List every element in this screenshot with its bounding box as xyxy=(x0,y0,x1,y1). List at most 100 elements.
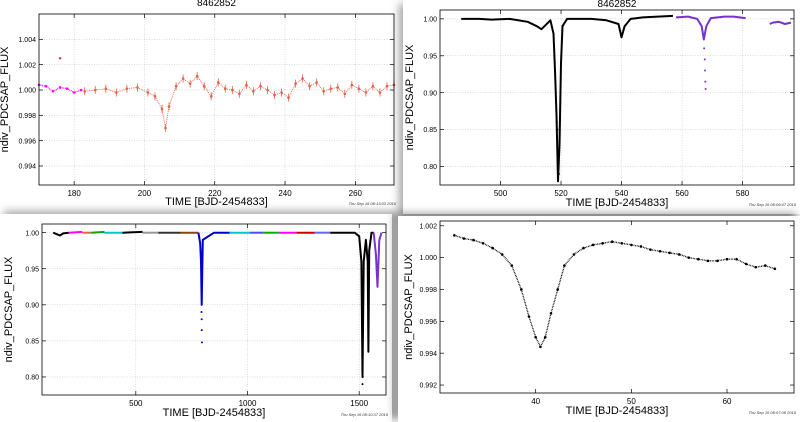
axis-ticks: 180 200 220 240 260 0.994 0.996 0.998 1.000 1.002… xyxy=(18,14,394,198)
data-point xyxy=(315,81,318,84)
data-point xyxy=(200,329,203,332)
y-tick-label: 0.80 xyxy=(423,164,437,171)
timestamp-label: Thu Sep 16 08:09:47 2016 xyxy=(749,202,797,207)
timestamp-label: Thu Sep 16 08:07:08 2016 xyxy=(749,410,797,415)
data-point xyxy=(601,241,604,245)
data-point xyxy=(188,82,192,85)
data-point xyxy=(620,241,624,245)
y-tick-label: 1.004 xyxy=(18,37,36,44)
data-point xyxy=(79,88,83,92)
y-tick-label: 0.996 xyxy=(419,319,437,326)
axis-ticks: 500 520 540 560 580 0.80 0.85 0.90 0.95 1.00 xyxy=(423,10,794,198)
data-point xyxy=(44,84,48,88)
panel-top-right: 500 520 540 560 580 0.80 0.85 0.90 0.95 1.00 84628… xyxy=(403,0,800,214)
data-point xyxy=(556,150,559,153)
series-line xyxy=(330,231,374,378)
data-point xyxy=(65,87,69,91)
series-trace xyxy=(84,75,395,129)
y-axis-label: ndiv_PDCSAP_FLUX xyxy=(0,46,11,152)
data-point xyxy=(378,91,382,94)
data-point xyxy=(763,264,767,267)
x-tick-label: 260 xyxy=(349,189,363,198)
data-point xyxy=(273,93,276,97)
dip-points xyxy=(361,368,364,386)
y-tick-label: 1.00 xyxy=(25,230,39,237)
series-line xyxy=(122,230,143,234)
y-tick-label: 0.90 xyxy=(25,302,39,309)
x-tick-label: 240 xyxy=(278,189,292,198)
data-point xyxy=(195,74,199,78)
data-point xyxy=(104,87,108,91)
plot-frame xyxy=(38,13,395,186)
series-line xyxy=(769,20,792,25)
y-axis-label: ndiv_PDCSAP_FLUX xyxy=(403,253,415,359)
series-line xyxy=(52,231,69,237)
data-point xyxy=(245,83,248,87)
data-point xyxy=(520,288,523,291)
data-point xyxy=(287,96,290,99)
data-point xyxy=(462,237,466,240)
x-tick-label: 540 xyxy=(615,189,629,198)
data-point xyxy=(500,253,504,256)
data-point xyxy=(510,264,514,267)
x-tick-label: 180 xyxy=(67,189,81,198)
x-axis-label: TIME [BJD-2454833] xyxy=(163,407,266,419)
data-point xyxy=(164,126,167,130)
data-point xyxy=(238,92,241,96)
x-tick-label: 580 xyxy=(736,189,750,198)
data-point xyxy=(301,77,304,80)
y-tick-label: 0.95 xyxy=(25,266,39,273)
data-point xyxy=(610,240,614,244)
data-point xyxy=(322,89,326,93)
data-point xyxy=(361,368,364,371)
plot-frame xyxy=(439,220,795,394)
data-point xyxy=(658,249,662,253)
x-axis-label: TIME [BJD-2454833] xyxy=(165,196,268,208)
data-point xyxy=(472,238,475,242)
data-point xyxy=(555,121,558,124)
x-tick-label: 60 xyxy=(723,397,732,406)
data-point xyxy=(703,47,706,50)
data-point xyxy=(51,89,55,93)
series-line xyxy=(461,14,674,183)
y-tick-label: 0.992 xyxy=(419,383,437,390)
data-point xyxy=(361,383,364,386)
data-point xyxy=(557,172,560,175)
data-point xyxy=(491,246,494,250)
data-point xyxy=(136,86,139,89)
data-point xyxy=(556,288,559,291)
data-point xyxy=(744,262,748,266)
y-tick-label: 0.996 xyxy=(18,138,36,145)
x-tick-label: 1500 xyxy=(350,399,368,408)
data-point xyxy=(329,87,333,91)
x-axis-label: TIME [BJD-2454833] xyxy=(566,405,669,417)
y-axis-label: ndiv_PDCSAP_FLUX xyxy=(3,256,15,362)
grid xyxy=(42,224,386,395)
plot-frame xyxy=(41,223,387,396)
x-tick-label: 1000 xyxy=(239,399,257,408)
data-point xyxy=(557,165,560,168)
data-point xyxy=(266,88,269,92)
series-line xyxy=(68,230,83,234)
chart-top-left: 180 200 220 240 260 0.994 0.996 0.998 1.000 1.002… xyxy=(0,0,397,208)
series-line xyxy=(91,230,105,234)
series-3 xyxy=(91,230,105,234)
data-point xyxy=(58,86,62,89)
y-axis-label: ndiv_PDCSAP_FLUX xyxy=(404,44,416,150)
data-point xyxy=(308,84,311,88)
data-point xyxy=(252,89,255,93)
data-point xyxy=(582,246,585,250)
chart-bottom-right: 40 50 60 0.992 0.994 0.996 0.998 1.000 1.002 TIME… xyxy=(403,220,797,417)
x-tick-label: 200 xyxy=(138,189,152,198)
data-point xyxy=(115,91,118,94)
data-point xyxy=(677,253,681,256)
grid xyxy=(440,10,794,185)
series-0 xyxy=(453,234,777,349)
data-point xyxy=(336,86,340,89)
data-point xyxy=(350,83,354,87)
data-point xyxy=(209,95,213,98)
data-point xyxy=(706,259,710,263)
data-point xyxy=(534,335,537,339)
y-tick-label: 0.95 xyxy=(423,53,437,60)
timestamp-label: Thu Sep 16 08:13:03 2016 xyxy=(349,201,397,206)
